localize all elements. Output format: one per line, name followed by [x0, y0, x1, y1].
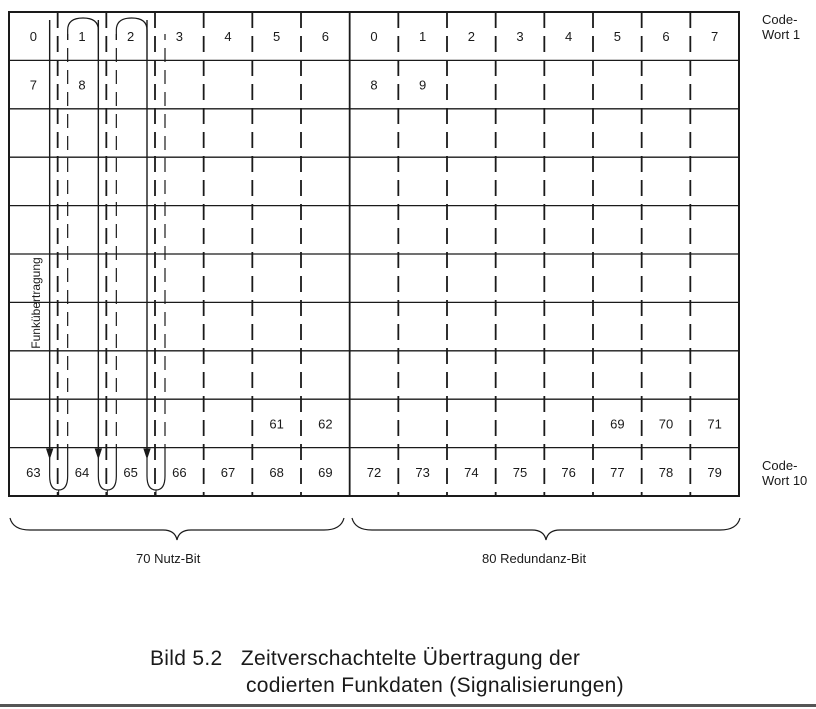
- arrow-head-icon: [143, 448, 151, 460]
- cell-number: 6: [662, 29, 669, 44]
- cell-number: 6: [322, 29, 329, 44]
- caption-line2: codierten Funkdaten (Signalisierungen): [246, 674, 624, 697]
- useful-bits-label: 70 Nutz-Bit: [136, 551, 201, 566]
- useful-bits-brace: [9, 517, 345, 541]
- cell-number: 2: [127, 29, 134, 44]
- cell-number: 66: [172, 465, 186, 480]
- bottom-loop: [146, 458, 166, 491]
- cell-number: 1: [78, 29, 85, 44]
- cell-number: 0: [370, 29, 377, 44]
- codeword-1-line1: Code-: [762, 12, 798, 27]
- arrow-head-icon: [94, 448, 103, 460]
- cell-number: 71: [707, 416, 721, 431]
- cell-number: 63: [26, 465, 40, 480]
- cell-number: 5: [273, 29, 280, 44]
- top-loop: [67, 17, 99, 40]
- bottom-loop: [97, 458, 117, 491]
- cell-number: 7: [30, 78, 37, 93]
- bottom-loop: [49, 458, 69, 491]
- cell-number: 2: [468, 29, 475, 44]
- cell-number: 1: [419, 29, 426, 44]
- codeword-10-line1: Code-: [762, 458, 798, 473]
- cell-number: 79: [707, 465, 721, 480]
- cell-number: 69: [610, 416, 624, 431]
- cell-number: 67: [221, 465, 235, 480]
- cell-number: 78: [659, 465, 673, 480]
- caption-number: Bild 5.2: [150, 647, 223, 670]
- cell-number: 4: [224, 29, 231, 44]
- cell-number: 65: [123, 465, 137, 480]
- cell-number: 77: [610, 465, 624, 480]
- cell-number: 62: [318, 416, 332, 431]
- page-rule: [0, 704, 816, 707]
- cell-number: 70: [659, 416, 673, 431]
- cell-number: 64: [75, 465, 89, 480]
- cell-number: 72: [367, 465, 381, 480]
- redundancy-bits-brace: [351, 517, 741, 541]
- codeword-10-label: Code- Wort 10: [762, 458, 807, 488]
- cell-number: 3: [516, 29, 523, 44]
- cell-number: 8: [78, 78, 85, 93]
- cell-number: 3: [176, 29, 183, 44]
- arrow-head-icon: [45, 448, 54, 460]
- cell-number: 73: [415, 465, 429, 480]
- cell-number: 7: [711, 29, 718, 44]
- codeword-1-label: Code- Wort 1: [762, 12, 800, 42]
- cell-number: 74: [464, 465, 478, 480]
- figure-caption: Bild 5.2 Zeitverschachtelte Übertragung …: [150, 645, 624, 699]
- cell-number: 4: [565, 29, 572, 44]
- transmission-direction-label: Funkübertragung: [29, 257, 43, 349]
- cell-number: 61: [269, 416, 283, 431]
- caption-line1: Zeitverschachtelte Übertragung der: [240, 647, 581, 670]
- cell-number: 5: [614, 29, 621, 44]
- cell-number: 68: [269, 465, 283, 480]
- cell-number: 69: [318, 465, 332, 480]
- top-loop: [115, 17, 148, 40]
- codeword-10-line2: Wort 10: [762, 473, 808, 488]
- cell-number: 76: [561, 465, 575, 480]
- cell-number: 75: [513, 465, 527, 480]
- cell-number: 0: [30, 29, 37, 44]
- redundancy-bits-label: 80 Redundanz-Bit: [482, 551, 587, 566]
- cell-number: 8: [370, 78, 377, 93]
- cell-number: 9: [419, 78, 426, 93]
- codeword-1-line2: Wort 1: [762, 27, 801, 42]
